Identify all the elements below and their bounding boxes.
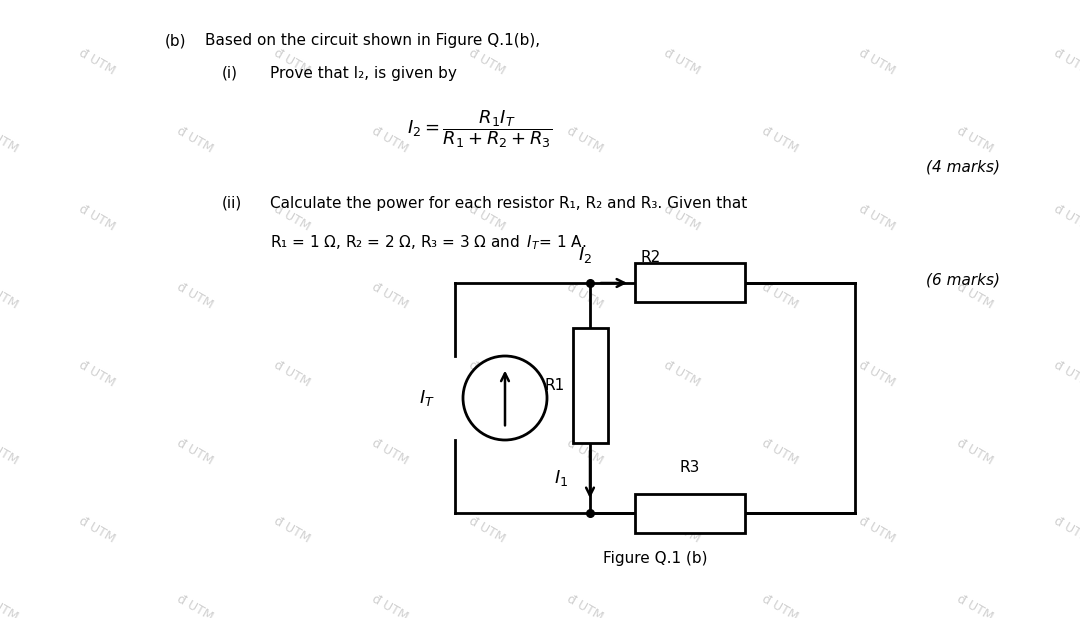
Text: Based on the circuit shown in Figure Q.1(b),: Based on the circuit shown in Figure Q.1…: [205, 33, 540, 48]
Text: đ UTM: đ UTM: [175, 436, 215, 468]
Text: đ UTM: đ UTM: [856, 203, 897, 234]
Text: đ UTM: đ UTM: [0, 281, 21, 311]
Text: đ UTM: đ UTM: [467, 514, 508, 546]
Text: đ UTM: đ UTM: [1052, 46, 1080, 77]
Text: đ UTM: đ UTM: [369, 593, 410, 618]
Text: đ UTM: đ UTM: [856, 514, 897, 546]
Text: đ UTM: đ UTM: [77, 358, 118, 389]
Text: R2: R2: [640, 250, 660, 265]
Text: đ UTM: đ UTM: [759, 281, 800, 311]
Text: R₁ = 1 Ω, R₂ = 2 Ω, R₃ = 3 Ω and  $I_T$= 1 A.: R₁ = 1 Ω, R₂ = 2 Ω, R₃ = 3 Ω and $I_T$= …: [270, 233, 586, 252]
Text: đ UTM: đ UTM: [369, 124, 410, 156]
Text: (ii): (ii): [222, 196, 242, 211]
Text: đ UTM: đ UTM: [662, 358, 702, 389]
Text: đ UTM: đ UTM: [175, 281, 215, 311]
Text: đ UTM: đ UTM: [77, 203, 118, 234]
Text: đ UTM: đ UTM: [0, 436, 21, 468]
Text: đ UTM: đ UTM: [759, 124, 800, 156]
Text: đ UTM: đ UTM: [856, 358, 897, 389]
Text: đ UTM: đ UTM: [175, 124, 215, 156]
Text: đ UTM: đ UTM: [0, 124, 21, 156]
Text: đ UTM: đ UTM: [856, 46, 897, 77]
Text: đ UTM: đ UTM: [0, 593, 21, 618]
Text: đ UTM: đ UTM: [955, 281, 996, 311]
Circle shape: [463, 356, 546, 440]
Text: $I_2$: $I_2$: [578, 245, 592, 265]
Text: đ UTM: đ UTM: [565, 593, 606, 618]
Text: đ UTM: đ UTM: [955, 436, 996, 468]
Text: đ UTM: đ UTM: [955, 124, 996, 156]
Text: đ UTM: đ UTM: [77, 514, 118, 546]
Text: đ UTM: đ UTM: [271, 46, 312, 77]
Text: R3: R3: [679, 460, 700, 475]
Text: đ UTM: đ UTM: [369, 436, 410, 468]
Text: đ UTM: đ UTM: [1052, 358, 1080, 389]
Text: đ UTM: đ UTM: [759, 436, 800, 468]
Text: (4 marks): (4 marks): [926, 160, 1000, 175]
Text: đ UTM: đ UTM: [271, 514, 312, 546]
Bar: [572, 328, 607, 443]
Text: đ UTM: đ UTM: [662, 514, 702, 546]
Text: đ UTM: đ UTM: [467, 46, 508, 77]
Text: $I_T$: $I_T$: [419, 388, 435, 408]
Text: Figure Q.1 (b): Figure Q.1 (b): [603, 551, 707, 566]
Text: đ UTM: đ UTM: [271, 203, 312, 234]
Text: $I_1$: $I_1$: [554, 468, 568, 488]
Text: (i): (i): [222, 66, 238, 81]
Text: đ UTM: đ UTM: [467, 358, 508, 389]
Text: đ UTM: đ UTM: [565, 124, 606, 156]
Text: đ UTM: đ UTM: [662, 46, 702, 77]
Text: đ UTM: đ UTM: [1052, 514, 1080, 546]
Text: đ UTM: đ UTM: [467, 203, 508, 234]
Text: (b): (b): [165, 33, 187, 48]
Text: đ UTM: đ UTM: [955, 593, 996, 618]
Text: Calculate the power for each resistor R₁, R₂ and R₃. Given that: Calculate the power for each resistor R₁…: [270, 196, 747, 211]
Text: đ UTM: đ UTM: [565, 436, 606, 468]
Text: đ UTM: đ UTM: [175, 593, 215, 618]
Text: Prove that I₂, is given by: Prove that I₂, is given by: [270, 66, 457, 81]
Text: đ UTM: đ UTM: [1052, 203, 1080, 234]
Text: đ UTM: đ UTM: [77, 46, 118, 77]
Bar: [635, 494, 745, 533]
Text: đ UTM: đ UTM: [271, 358, 312, 389]
Text: đ UTM: đ UTM: [369, 281, 410, 311]
Text: đ UTM: đ UTM: [759, 593, 800, 618]
Text: $I_2 = \dfrac{R_1 I_T}{R_1 + R_2 + R_3}$: $I_2 = \dfrac{R_1 I_T}{R_1 + R_2 + R_3}$: [407, 108, 553, 150]
Text: (6 marks): (6 marks): [926, 273, 1000, 288]
Text: R1: R1: [544, 378, 565, 393]
Text: đ UTM: đ UTM: [565, 281, 606, 311]
Text: đ UTM: đ UTM: [662, 203, 702, 234]
Bar: [635, 263, 745, 302]
